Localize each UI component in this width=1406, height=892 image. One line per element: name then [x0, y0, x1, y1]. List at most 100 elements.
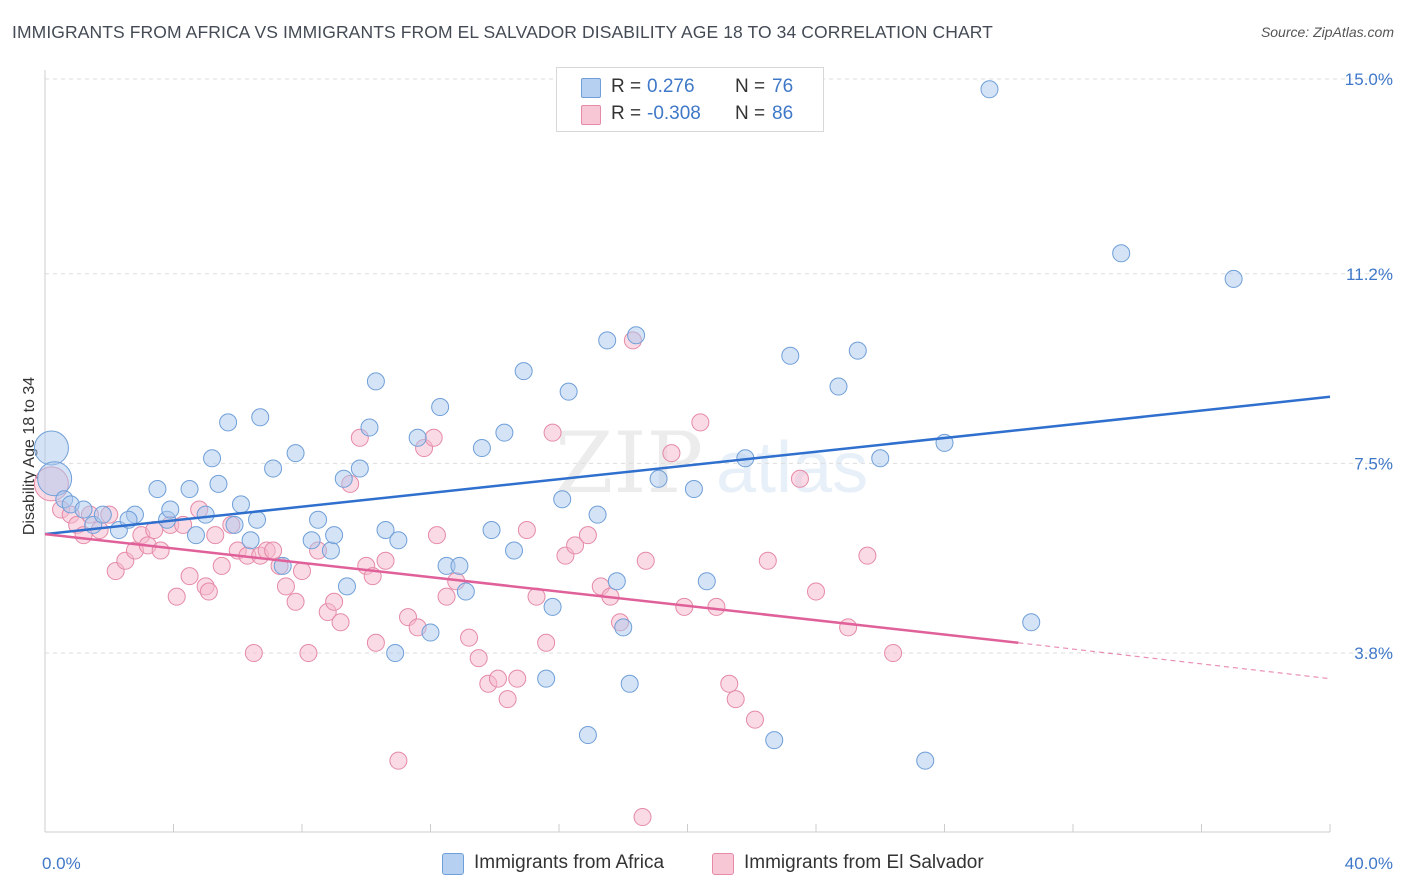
point-el-salvador [376, 551, 395, 570]
point-africa [559, 382, 578, 401]
point-el-salvador [264, 541, 283, 560]
point-africa [241, 531, 260, 550]
point-africa [334, 469, 353, 488]
point-el-salvador [427, 526, 446, 545]
point-africa [537, 669, 556, 688]
point-el-salvador [790, 469, 809, 488]
point-africa [148, 480, 167, 499]
trend-line-salvador [44, 532, 1019, 645]
point-africa [376, 521, 395, 540]
point-el-salvador [167, 587, 186, 606]
point-africa [456, 582, 475, 601]
bottom-swatch-salvador [712, 853, 734, 875]
legend-n-value-africa: 76 [772, 76, 794, 97]
point-africa [871, 449, 890, 468]
point-africa [337, 577, 356, 596]
point-el-salvador [325, 592, 344, 611]
trend-lines [44, 395, 1331, 680]
point-el-salvador [199, 582, 218, 601]
point-el-salvador [884, 644, 903, 663]
legend-r-value-salvador: -0.308 [647, 103, 701, 124]
point-el-salvador [244, 644, 263, 663]
legend-r-label: R = [611, 76, 642, 97]
legend-swatch-africa [581, 78, 601, 98]
point-africa [93, 505, 112, 524]
point-africa [450, 556, 469, 575]
point-africa [607, 572, 626, 591]
point-africa [325, 526, 344, 545]
y-tick-label: 7.5% [1354, 454, 1393, 473]
watermark-atlas: atlas [716, 428, 868, 508]
point-el-salvador [578, 526, 597, 545]
point-el-salvador [839, 618, 858, 637]
point-africa [161, 500, 180, 519]
point-africa [578, 726, 597, 745]
x-tick-labels: 0.0% 40.0% [42, 854, 1393, 873]
series-africa [33, 80, 1243, 770]
point-el-salvador [517, 521, 536, 540]
point-africa [186, 526, 205, 545]
point-africa [553, 490, 572, 509]
point-el-salvador [151, 541, 170, 560]
bottom-label-africa: Immigrants from Africa [474, 852, 665, 873]
legend-n-label: N = [735, 103, 766, 124]
point-africa [765, 731, 784, 750]
point-el-salvador [299, 644, 318, 663]
point-el-salvador [469, 649, 488, 668]
point-el-salvador [807, 582, 825, 601]
series-el-salvador [33, 331, 903, 827]
point-africa [829, 377, 848, 396]
x-tick-label: 40.0% [1345, 854, 1393, 873]
point-africa [421, 623, 440, 642]
legend-r-label: R = [611, 103, 642, 124]
point-el-salvador [212, 556, 231, 575]
point-el-salvador [498, 690, 517, 709]
legend-n-label: N = [735, 76, 766, 97]
y-axis-label: Disability Age 18 to 34 [21, 377, 38, 535]
point-el-salvador [720, 674, 739, 693]
point-africa [916, 751, 935, 770]
trend-line-salvador-extension [1018, 642, 1331, 680]
point-africa [614, 618, 633, 637]
point-el-salvador [460, 628, 479, 647]
point-el-salvador [366, 633, 385, 652]
point-el-salvador [633, 808, 652, 827]
point-el-salvador [437, 587, 456, 606]
point-africa [505, 541, 524, 560]
point-africa [495, 423, 514, 442]
point-el-salvador [537, 633, 556, 652]
point-africa [482, 521, 501, 540]
point-africa [588, 505, 607, 524]
stats-legend: R = 0.276 N = 76 R = -0.308 N = 86 [556, 67, 824, 132]
point-africa [848, 341, 867, 360]
point-el-salvador [424, 428, 443, 447]
point-africa [251, 408, 270, 427]
point-africa [1022, 613, 1041, 632]
source-credit: Source: ZipAtlas.com [1260, 24, 1394, 40]
point-el-salvador [636, 551, 655, 570]
chart-title: IMMIGRANTS FROM AFRICA VS IMMIGRANTS FRO… [12, 22, 993, 42]
legend-n-value-salvador: 86 [772, 103, 794, 124]
point-el-salvador [543, 423, 562, 442]
legend-r-value-africa: 0.276 [647, 76, 695, 97]
x-tick-label: 0.0% [42, 854, 81, 873]
trend-line-africa [44, 395, 1331, 536]
point-africa [360, 418, 379, 437]
point-el-salvador [389, 751, 408, 770]
point-africa [1224, 269, 1243, 288]
point-el-salvador [286, 592, 305, 611]
point-el-salvador [662, 444, 681, 463]
point-el-salvador [180, 567, 199, 586]
point-africa [980, 80, 999, 99]
point-el-salvador [508, 669, 527, 688]
point-africa [389, 531, 408, 550]
point-el-salvador [858, 546, 877, 565]
y-tick-label: 3.8% [1354, 644, 1393, 663]
point-africa [225, 515, 244, 534]
point-el-salvador [206, 526, 225, 545]
point-africa [366, 372, 385, 391]
point-africa [598, 331, 617, 350]
point-africa [627, 326, 646, 345]
point-el-salvador [745, 710, 764, 729]
